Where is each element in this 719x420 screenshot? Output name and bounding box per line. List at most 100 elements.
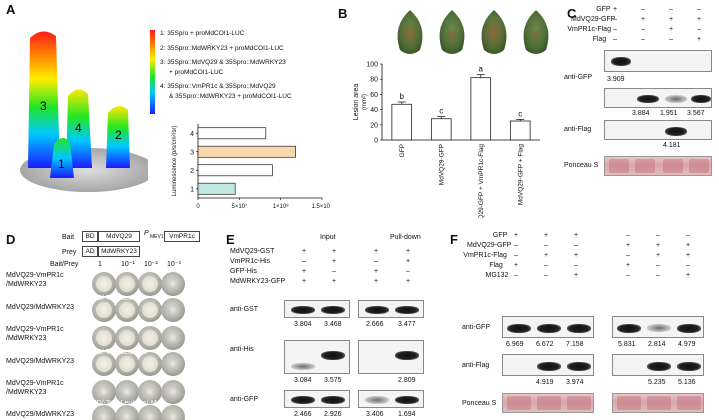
row-label: MdVQ29-GST — [230, 248, 275, 255]
row-label: /MdWRKY23 — [6, 281, 47, 288]
legend-line: 4: 35Spro::VmPR1c & 35Spro::MdVQ29 — [160, 83, 276, 90]
sign: – — [686, 232, 690, 239]
sign: + — [514, 232, 519, 239]
sign: + — [697, 36, 702, 43]
row-label: GFP-His — [230, 268, 257, 275]
row-label: VmPR1c-His — [230, 258, 271, 265]
blot-input — [284, 390, 350, 408]
vm-box: VmPR1c — [164, 231, 200, 242]
colony-spot — [92, 352, 116, 376]
row-label: MdWRKY23-GFP — [230, 278, 286, 285]
row-label: MdVQ29/MdWRKY23 — [6, 358, 75, 365]
peak-2 — [106, 106, 130, 168]
colony-spot — [138, 380, 162, 404]
sign: + — [332, 248, 337, 255]
ponceau-lane — [567, 395, 591, 411]
color-scale-bar — [150, 30, 155, 114]
bar — [391, 103, 413, 141]
band-value: 5.831 — [618, 341, 636, 348]
colony-spot — [138, 405, 162, 420]
band — [677, 324, 701, 333]
sign: – — [669, 6, 673, 13]
colony — [96, 384, 112, 400]
bar — [197, 127, 267, 140]
row-label: MdVQ29-VmPR1c — [6, 326, 64, 333]
sign: + — [406, 258, 411, 265]
band — [617, 324, 641, 333]
leaf-photo-4 — [523, 10, 549, 54]
y-tick-label: 3 — [190, 149, 194, 156]
colony — [119, 356, 135, 372]
sign: – — [574, 242, 578, 249]
band-value: 2.466 — [294, 411, 312, 418]
colony-spot — [161, 405, 185, 420]
sign: + — [686, 252, 691, 259]
x-tick-label: MdVQ29-GFP + VmPR1c-Flag — [478, 144, 485, 218]
band-value: 5.136 — [678, 379, 696, 386]
colony — [165, 276, 181, 292]
sign: + — [656, 242, 661, 249]
sign: – — [656, 232, 660, 239]
band-value: 3.884 — [632, 110, 650, 117]
colony — [165, 409, 181, 420]
band — [647, 362, 671, 371]
colony-spot — [92, 298, 116, 322]
sign: – — [544, 262, 548, 269]
panel-c-western: GFP + – – – MdVQ29-GFP – + + + VmPR1c-Flag – – + – Flag… — [560, 0, 719, 215]
y-axis-unit: (mm²) — [362, 94, 368, 110]
significance-letter: a — [479, 65, 484, 74]
panel-e-label: E — [226, 232, 235, 247]
sign: – — [514, 252, 518, 259]
colony-spot — [115, 298, 139, 322]
sign: – — [626, 272, 630, 279]
bar — [197, 145, 296, 158]
colony-spot — [161, 298, 185, 322]
sign: – — [406, 268, 410, 275]
colony-spot — [92, 380, 116, 404]
sign: – — [626, 252, 630, 259]
x-tick-label: 1.5×10⁸ — [311, 203, 330, 210]
sign: – — [613, 16, 617, 23]
bar — [197, 164, 273, 177]
y-tick-label: 1 — [190, 186, 194, 193]
sign: + — [686, 272, 691, 279]
sign: – — [613, 26, 617, 33]
band — [677, 362, 701, 371]
blot-anti-gfp-left — [502, 316, 594, 338]
row-label: /MdWRKY23 — [6, 389, 47, 396]
promoter-label: P — [144, 230, 149, 237]
bar — [470, 77, 492, 141]
colony-spot — [115, 405, 139, 420]
colony-spot — [115, 326, 139, 350]
blot-label: anti-GFP — [230, 396, 259, 403]
bar — [197, 182, 236, 195]
panel-b-label: B — [338, 6, 348, 21]
band-value: 6.672 — [536, 341, 554, 348]
ponceau-lane — [537, 395, 561, 411]
peak-3 — [28, 31, 60, 168]
row-label: VmPR1c-Flag — [463, 252, 507, 259]
prey-protein-box: MdWRKY23 — [98, 246, 140, 257]
row-label: MdVQ29-GFP — [467, 242, 512, 249]
band-value: 1.694 — [398, 411, 416, 418]
sign: – — [374, 258, 378, 265]
blot-label-ponceau: Ponceau S — [564, 162, 599, 169]
peak-4 — [66, 89, 92, 168]
colony — [119, 276, 135, 292]
sign: + — [686, 242, 691, 249]
sign: – — [544, 272, 548, 279]
band-value: 5.235 — [648, 379, 666, 386]
sign: – — [686, 262, 690, 269]
band-value: 3.477 — [398, 321, 416, 328]
panel-a-legend: 1: 35Spro + proMdCOI1-LUC 2: 35Spro::MdW… — [160, 30, 330, 100]
band-value: 4.979 — [678, 341, 696, 348]
colony — [142, 409, 158, 420]
colony — [119, 330, 135, 346]
y-tick-label: 60 — [370, 92, 378, 99]
band-value: 4.919 — [536, 379, 554, 386]
dilution-label: 10⁻³ — [167, 261, 181, 268]
blot-anti-gfp-2 — [604, 88, 712, 108]
colony — [165, 356, 181, 372]
sign: – — [302, 258, 306, 265]
row-label: Flag — [592, 36, 607, 43]
